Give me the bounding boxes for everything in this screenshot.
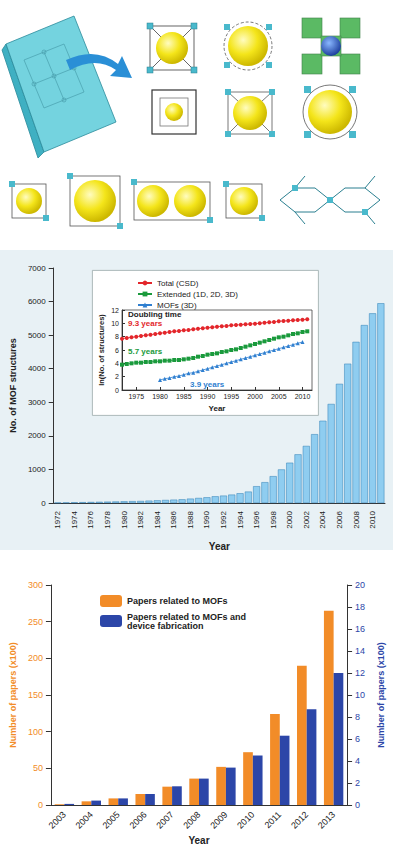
svg-text:Year: Year <box>188 835 209 846</box>
svg-text:0: 0 <box>41 499 46 508</box>
svg-text:9.3 years: 9.3 years <box>128 319 163 328</box>
svg-text:1998: 1998 <box>269 510 278 528</box>
svg-text:Year: Year <box>209 404 226 413</box>
svg-text:7000: 7000 <box>28 264 46 273</box>
svg-text:2002: 2002 <box>302 510 311 528</box>
svg-text:1986: 1986 <box>169 510 178 528</box>
svg-text:4: 4 <box>115 360 119 367</box>
svg-text:2012: 2012 <box>289 809 310 830</box>
svg-text:1975: 1975 <box>128 393 144 400</box>
svg-text:1985: 1985 <box>176 393 192 400</box>
svg-text:ln(No. of structures): ln(No. of structures) <box>97 314 106 386</box>
svg-text:2010: 2010 <box>295 393 311 400</box>
svg-text:0: 0 <box>38 800 43 810</box>
svg-text:0: 0 <box>355 800 360 810</box>
svg-text:2004: 2004 <box>74 809 95 830</box>
svg-text:1980: 1980 <box>120 510 129 528</box>
svg-text:18: 18 <box>355 602 365 612</box>
svg-text:device fabrication: device fabrication <box>127 621 204 631</box>
svg-text:2010: 2010 <box>368 510 377 528</box>
svg-text:2009: 2009 <box>208 809 229 830</box>
svg-text:1982: 1982 <box>136 510 145 528</box>
svg-text:MOFs (3D): MOFs (3D) <box>157 301 197 310</box>
svg-text:1992: 1992 <box>219 510 228 528</box>
svg-text:2005: 2005 <box>271 393 287 400</box>
svg-text:2: 2 <box>115 373 119 380</box>
svg-text:2011: 2011 <box>263 809 284 830</box>
svg-text:2013: 2013 <box>316 809 337 830</box>
svg-text:5000: 5000 <box>28 331 46 340</box>
svg-text:Total (CSD): Total (CSD) <box>157 279 199 288</box>
svg-text:1994: 1994 <box>236 510 245 528</box>
svg-text:16: 16 <box>355 624 365 634</box>
svg-text:10: 10 <box>111 320 119 327</box>
svg-text:200: 200 <box>28 653 43 663</box>
svg-text:12: 12 <box>111 307 119 314</box>
svg-text:1995: 1995 <box>223 393 239 400</box>
svg-text:1990: 1990 <box>200 393 216 400</box>
svg-text:20: 20 <box>355 580 365 590</box>
svg-text:2003: 2003 <box>47 809 68 830</box>
svg-text:100: 100 <box>28 727 43 737</box>
svg-text:2006: 2006 <box>127 809 148 830</box>
svg-text:Doubling time: Doubling time <box>128 310 182 319</box>
svg-text:Number of papers (x100): Number of papers (x100) <box>8 642 18 748</box>
svg-text:Extended (1D, 2D, 3D): Extended (1D, 2D, 3D) <box>157 290 238 299</box>
svg-text:Papers related to MOFs and: Papers related to MOFs and <box>127 611 249 622</box>
svg-text:1990: 1990 <box>202 510 211 528</box>
svg-text:14: 14 <box>355 646 365 656</box>
svg-text:Papers related to MOFs: Papers related to MOFs <box>127 596 228 606</box>
svg-text:6000: 6000 <box>28 297 46 306</box>
svg-text:8: 8 <box>355 712 360 722</box>
svg-text:1980: 1980 <box>152 393 168 400</box>
svg-text:2005: 2005 <box>101 809 122 830</box>
svg-text:3000: 3000 <box>28 398 46 407</box>
svg-text:50: 50 <box>33 763 43 773</box>
svg-text:300: 300 <box>28 580 43 590</box>
svg-text:2004: 2004 <box>318 510 327 528</box>
svg-text:1000: 1000 <box>28 465 46 474</box>
svg-text:250: 250 <box>28 617 43 627</box>
svg-text:3.9 years: 3.9 years <box>190 380 225 389</box>
svg-text:2: 2 <box>355 778 360 788</box>
svg-text:2008: 2008 <box>181 809 202 830</box>
svg-text:2000: 2000 <box>28 431 46 440</box>
svg-text:1988: 1988 <box>186 510 195 528</box>
svg-text:2010: 2010 <box>235 809 256 830</box>
svg-text:6: 6 <box>355 734 360 744</box>
svg-text:2007: 2007 <box>154 809 175 830</box>
svg-text:1972: 1972 <box>53 510 62 528</box>
svg-text:6: 6 <box>115 347 119 354</box>
svg-text:1984: 1984 <box>153 510 162 528</box>
svg-text:2000: 2000 <box>285 510 294 528</box>
svg-text:1976: 1976 <box>86 510 95 528</box>
svg-text:Number of papers (x100): Number of papers (x100) <box>376 642 386 748</box>
svg-text:4000: 4000 <box>28 364 46 373</box>
svg-text:150: 150 <box>28 690 43 700</box>
svg-text:10: 10 <box>355 690 365 700</box>
svg-text:No. of MOF structures: No. of MOF structures <box>8 338 18 433</box>
svg-text:4: 4 <box>355 756 360 766</box>
svg-text:Year: Year <box>209 541 230 552</box>
svg-text:12: 12 <box>355 668 365 678</box>
svg-text:1978: 1978 <box>103 510 112 528</box>
svg-text:2008: 2008 <box>352 510 361 528</box>
svg-text:2006: 2006 <box>335 510 344 528</box>
svg-text:5.7 years: 5.7 years <box>128 347 163 356</box>
svg-text:0: 0 <box>115 387 119 394</box>
svg-text:1974: 1974 <box>70 510 79 528</box>
svg-text:8: 8 <box>115 333 119 340</box>
svg-text:1996: 1996 <box>252 510 261 528</box>
svg-text:2000: 2000 <box>247 393 263 400</box>
